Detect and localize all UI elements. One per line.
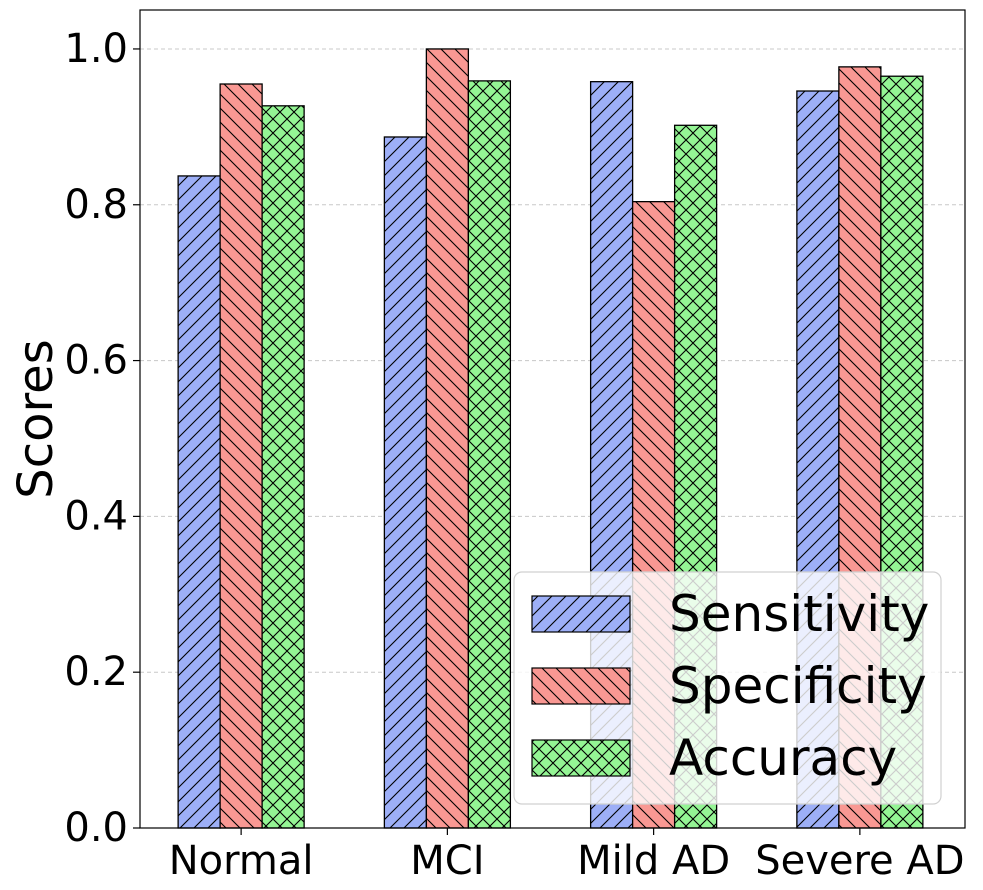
legend-label-specificity: Specificity — [669, 657, 927, 715]
y-tick-label: 0.8 — [64, 182, 128, 228]
x-tick-label: Normal — [169, 838, 314, 884]
y-tick-label: 0.0 — [64, 805, 128, 851]
x-tick-label: Mild AD — [577, 838, 730, 884]
y-axis-ticks: 0.0 0.2 0.4 0.6 0.8 1.0 — [64, 26, 140, 851]
bar-sensitivity — [177, 175, 221, 829]
y-tick-label: 0.6 — [64, 338, 128, 384]
bar-accuracy — [467, 80, 512, 829]
x-tick-label: Severe AD — [755, 838, 964, 884]
legend: Sensitivity Specificity Accuracy — [513, 571, 942, 805]
legend-label-accuracy: Accuracy — [669, 729, 897, 787]
legend-swatch-accuracy — [531, 739, 631, 777]
legend-label-sensitivity: Sensitivity — [669, 585, 929, 643]
bar-sensitivity — [383, 136, 428, 829]
bar-specificity — [219, 83, 263, 829]
y-tick-label: 1.0 — [64, 26, 128, 72]
bar-accuracy — [261, 105, 305, 829]
bar-specificity — [425, 48, 470, 829]
y-tick-label: 0.2 — [64, 649, 128, 695]
legend-swatch-specificity — [531, 667, 631, 705]
x-axis-ticks: Normal MCI Mild AD Severe AD — [169, 828, 965, 884]
x-tick-label: MCI — [410, 838, 484, 884]
y-tick-label: 0.4 — [64, 493, 128, 539]
legend-swatch-sensitivity — [531, 595, 631, 633]
plot-area-frame — [139, 9, 966, 829]
y-axis-title: Scores — [8, 339, 64, 498]
